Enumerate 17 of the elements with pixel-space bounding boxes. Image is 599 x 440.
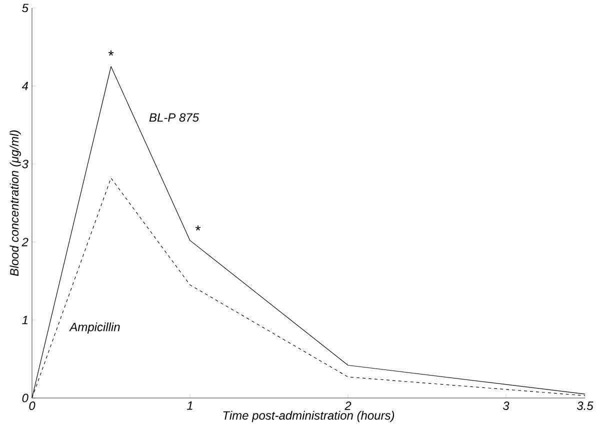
series-label: Ampicillin — [69, 322, 120, 334]
y-tick-label: 5 — [22, 4, 28, 12]
series-label: BL-P 875 — [149, 113, 200, 122]
y-tick-label: 2 — [22, 238, 28, 246]
y-tick-label: 1 — [22, 316, 28, 324]
y-tick-label: 3 — [22, 160, 28, 168]
annotation: * — [108, 50, 114, 56]
y-axis-title: Blood concentration (μg/ml) — [10, 130, 21, 276]
x-tick-label: 1 — [186, 402, 192, 410]
y-tick-label: 0 — [22, 394, 28, 402]
x-axis-title: Time post-administration (hours) — [223, 410, 394, 422]
x-tick-label: 2 — [344, 402, 352, 410]
x-tick-label: 0 — [29, 402, 36, 410]
y-tick-label: 4 — [22, 82, 28, 90]
x-tick-label: 3 — [502, 402, 510, 410]
annotation: * — [195, 225, 201, 231]
x-tick-label: 3.5 — [576, 402, 594, 410]
